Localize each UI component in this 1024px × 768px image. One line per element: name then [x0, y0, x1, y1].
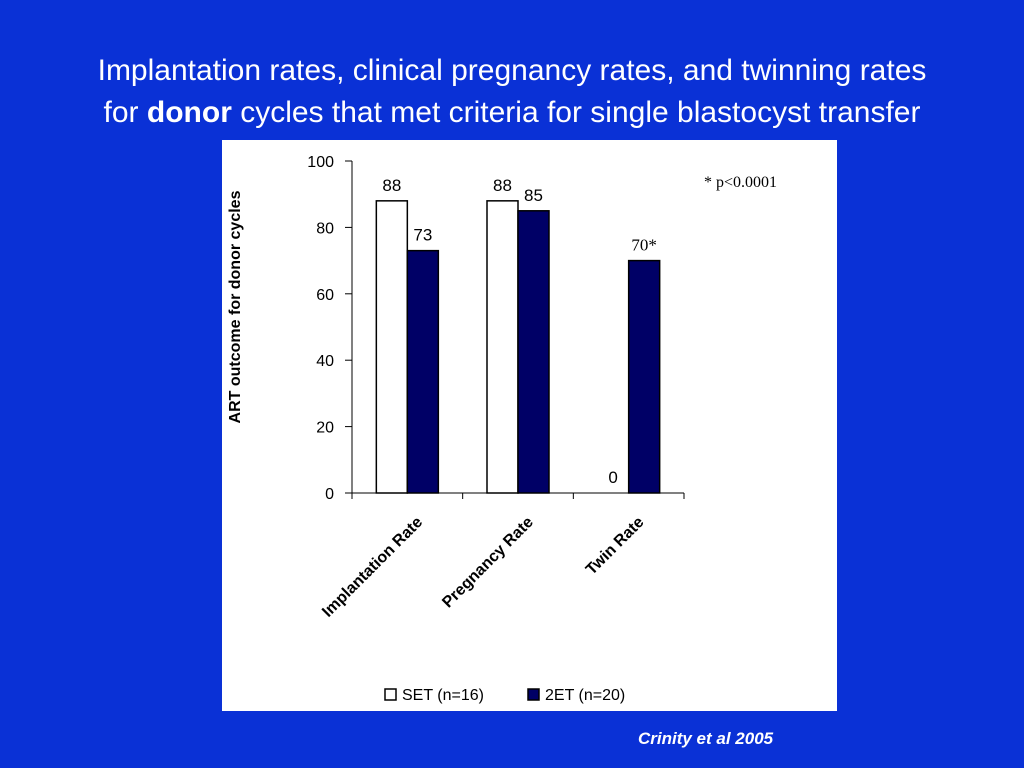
bar-2et: [406, 249, 440, 494]
x-category-label: Pregnancy Rate: [439, 514, 537, 612]
bar-set: [375, 200, 409, 494]
data-label: 70*: [631, 236, 657, 255]
chart-panel: 0 20 40 60 80 100 88 73 Implantation Rate 88 85 Pre…: [222, 140, 837, 711]
title-line-2-pre: for: [103, 96, 147, 129]
data-label: 88: [493, 176, 512, 195]
x-category-label: Twin Rate: [583, 514, 648, 579]
bar-2et: [517, 210, 550, 494]
significance-annotation: * p<0.0001: [704, 174, 777, 191]
slide-title: Implantation rates, clinical pregnancy r…: [0, 50, 1024, 134]
x-category-label: Implantation Rate: [319, 514, 426, 621]
legend-swatch: [384, 688, 397, 701]
bar-chart: 0 20 40 60 80 100 88 73 Implantation Rate 88 85 Pre…: [227, 154, 777, 704]
bar-2et: [627, 259, 661, 494]
bar-set: [486, 200, 519, 494]
y-axis-label: ART outcome for donor cycles: [227, 190, 244, 423]
y-tick-label: 20: [316, 420, 334, 437]
data-label: 85: [524, 186, 543, 205]
y-tick-label: 60: [316, 287, 334, 304]
citation: Crinity et al 2005: [638, 729, 774, 748]
title-line-2-post: cycles that met criteria for single blas…: [231, 96, 921, 129]
data-label: 0: [608, 468, 617, 487]
title-emphasis: donor: [146, 96, 232, 129]
y-tick-label: 40: [316, 353, 334, 370]
data-label: 73: [413, 226, 432, 245]
legend-label: 2ET (n=20): [545, 687, 625, 704]
y-tick-label: 80: [316, 220, 334, 237]
legend-label: SET (n=16): [402, 687, 484, 704]
data-label: 88: [382, 176, 401, 195]
title-line-1: Implantation rates, clinical pregnancy r…: [97, 54, 927, 87]
legend-swatch: [527, 688, 540, 701]
y-tick-label: 100: [307, 154, 334, 171]
title-line-2: for donor cycles that met criteria for s…: [0, 92, 1024, 134]
y-tick-label: 0: [325, 486, 334, 503]
